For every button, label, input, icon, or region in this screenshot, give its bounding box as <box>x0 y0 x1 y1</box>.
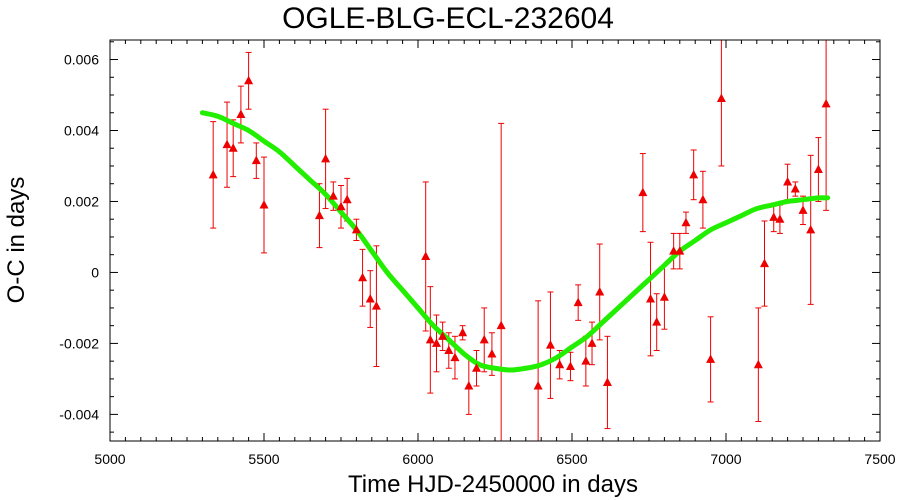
axis-ticks <box>109 40 881 441</box>
x-tick-label: 6000 <box>402 451 433 467</box>
data-point <box>587 338 597 347</box>
data-point <box>669 246 679 255</box>
x-tick-label: 6500 <box>556 451 587 467</box>
data-point <box>371 301 381 310</box>
data-point <box>444 345 454 355</box>
data-point <box>602 377 612 386</box>
data-point <box>753 359 763 369</box>
data-point <box>565 361 575 370</box>
data-point <box>421 251 431 260</box>
x-tick-label: 7500 <box>864 451 895 467</box>
x-axis-label: Time HJD-2450000 in days <box>348 471 638 498</box>
x-tick-label: 7000 <box>710 451 741 467</box>
data-point <box>244 75 254 85</box>
data-point <box>321 153 331 163</box>
x-tick-labels: 5000 5500 6000 6500 7000 7500 <box>94 451 895 467</box>
error-bars <box>210 40 830 441</box>
data-point <box>222 139 232 149</box>
data-point <box>646 294 656 303</box>
fit-curve <box>199 110 831 373</box>
data-point <box>425 334 435 344</box>
y-tick-label: 0.004 <box>64 122 99 138</box>
data-point <box>689 169 699 179</box>
data-point <box>533 380 543 390</box>
data-point <box>251 155 261 165</box>
fit-curve-group <box>199 110 831 373</box>
data-point <box>813 164 823 174</box>
data-point <box>790 184 800 193</box>
data-point <box>342 194 352 204</box>
data-point <box>659 292 669 301</box>
data-point <box>336 201 346 211</box>
data-point <box>228 143 238 152</box>
data-point <box>798 205 808 214</box>
data-point <box>431 338 441 347</box>
data-point <box>479 334 489 344</box>
data-point <box>464 380 474 390</box>
data-point <box>496 320 506 330</box>
data-point <box>438 331 448 340</box>
data-point <box>358 272 368 282</box>
data-point <box>573 297 583 307</box>
data-point <box>652 317 662 326</box>
data-point <box>806 224 816 234</box>
y-tick-label: 0 <box>91 264 99 280</box>
chart-title: OGLE-BLG-ECL-232604 <box>282 2 614 35</box>
data-point <box>472 363 482 372</box>
y-tick-label: 0.002 <box>64 193 99 209</box>
y-tick-label: -0.002 <box>59 335 99 351</box>
y-axis-label: O-C in days <box>3 177 30 304</box>
data-point <box>314 210 324 220</box>
data-point <box>675 246 685 255</box>
data-point <box>208 169 218 179</box>
y-tick-labels: -0.004 -0.002 0 0.002 0.004 0.006 <box>59 52 99 423</box>
data-point <box>706 354 716 363</box>
data-point <box>328 191 338 200</box>
data-point-markers <box>208 75 831 390</box>
data-point <box>716 93 726 103</box>
y-tick-label: -0.004 <box>59 406 99 422</box>
data-point <box>775 214 785 223</box>
data-point <box>487 349 497 358</box>
x-tick-label: 5000 <box>94 451 125 467</box>
data-point <box>595 286 605 296</box>
y-tick-label: 0.006 <box>64 52 99 68</box>
data-point <box>760 258 769 268</box>
data-point <box>458 327 468 337</box>
data-point <box>365 294 375 303</box>
data-point <box>450 352 460 362</box>
data-point <box>351 224 361 234</box>
data-point <box>236 109 246 119</box>
data-point <box>555 359 565 369</box>
data-point <box>581 356 591 365</box>
data-point <box>821 98 831 108</box>
data-point <box>698 194 708 204</box>
data-point <box>783 176 793 186</box>
data-point <box>681 217 691 227</box>
x-tick-label: 5500 <box>248 451 279 467</box>
data-point <box>769 212 779 221</box>
data-point <box>638 187 648 197</box>
data-point <box>259 200 269 209</box>
data-point <box>545 340 555 349</box>
